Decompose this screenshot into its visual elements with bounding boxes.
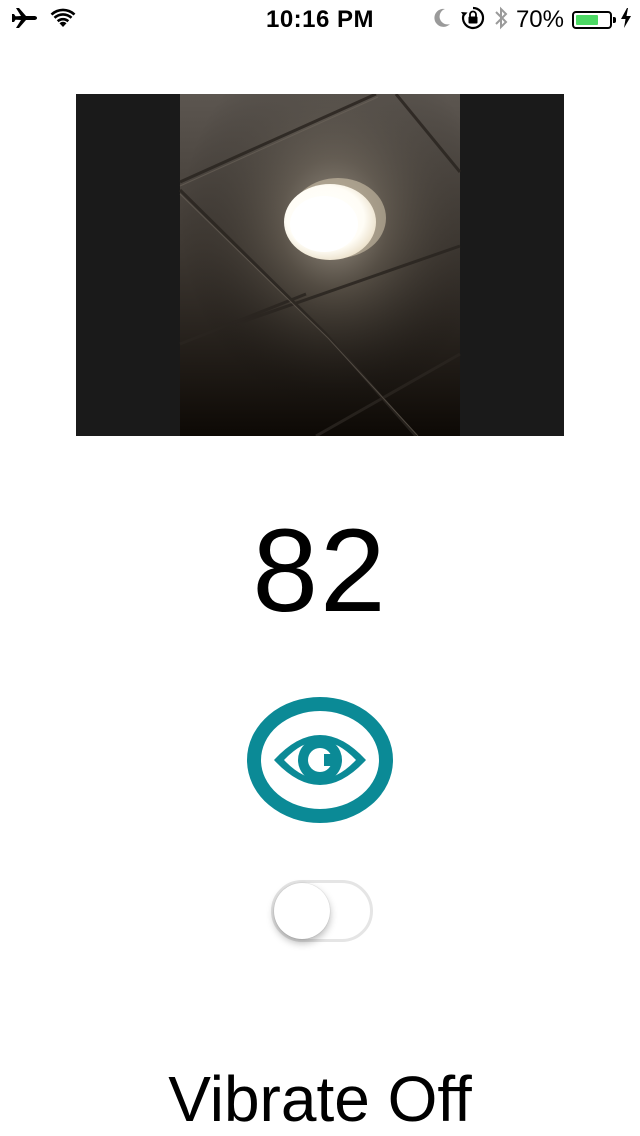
bluetooth-icon [494,5,508,36]
vibrate-toggle[interactable] [271,880,373,942]
battery-percent: 70% [515,6,564,33]
status-bar: 10:16 PM 70% [0,0,640,40]
status-bar-left [10,6,76,34]
eye-button[interactable] [246,696,394,824]
moon-icon [432,7,452,34]
orientation-lock-icon [460,6,486,35]
camera-feed-image [178,94,462,436]
battery-fill [576,15,598,25]
vibrate-label: Vibrate Off [168,1063,472,1135]
eye-icon [247,697,393,823]
status-bar-right: 70% [432,6,632,34]
charging-bolt-icon [620,7,632,34]
battery-icon [572,11,616,29]
reading-value: 82 [252,505,388,637]
camera-preview [76,94,564,436]
vibrate-toggle-knob[interactable] [274,883,330,939]
status-time: 10:16 PM [265,6,375,33]
battery-nub [613,17,616,23]
airplane-icon [10,6,38,35]
wifi-icon [50,7,76,34]
